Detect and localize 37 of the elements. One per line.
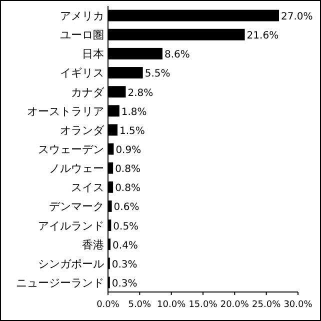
data-label: 0.3% <box>112 259 138 270</box>
y-tick-label: ユーロ圏 <box>60 28 104 42</box>
data-label: 0.5% <box>113 221 139 232</box>
data-label: 8.6% <box>164 50 190 61</box>
data-label: 21.6% <box>246 30 279 42</box>
y-tick-label: ニュージーランド <box>16 276 104 290</box>
y-tick-label: イギリス <box>60 66 104 80</box>
y-tick-label: シンガポール <box>38 257 104 270</box>
y-tick-label: スイス <box>71 181 104 194</box>
data-label: 5.5% <box>144 68 170 80</box>
data-label: 0.4% <box>112 240 138 252</box>
y-tick-label: スウェーデン <box>38 143 104 156</box>
y-tick-label: オーストラリア <box>27 104 104 118</box>
x-tick-label: 30.0% <box>284 300 313 310</box>
x-tick-label: 25.0% <box>252 300 282 310</box>
data-label: 27.0% <box>281 12 313 23</box>
y-tick-label: アイルランド <box>38 219 104 232</box>
y-tick-label: ノルウェー <box>49 162 104 176</box>
data-label: 0.3% <box>112 278 138 290</box>
x-tick-label: 0.0% <box>96 300 120 310</box>
x-tick-label: 15.0% <box>188 300 218 310</box>
data-label: 0.8% <box>115 183 140 194</box>
x-tick-label: 10.0% <box>157 300 186 310</box>
y-tick-label: オランダ <box>60 124 105 137</box>
y-tick-label: カナダ <box>71 86 105 99</box>
data-label: 0.6% <box>114 202 140 214</box>
y-tick-label: デンマーク <box>49 200 104 214</box>
data-label: 0.8% <box>115 164 140 176</box>
y-tick-label: アメリカ <box>60 10 104 23</box>
data-label: 2.8% <box>128 88 154 99</box>
data-label: 0.9% <box>116 145 142 156</box>
y-tick-label: 日本 <box>82 48 104 61</box>
y-tick-label: 香港 <box>82 238 104 252</box>
x-tick-label: 20.0% <box>220 300 250 310</box>
data-label: 1.5% <box>120 126 145 137</box>
data-label: 1.8% <box>121 106 147 118</box>
x-tick-label: 5.0% <box>128 300 152 310</box>
